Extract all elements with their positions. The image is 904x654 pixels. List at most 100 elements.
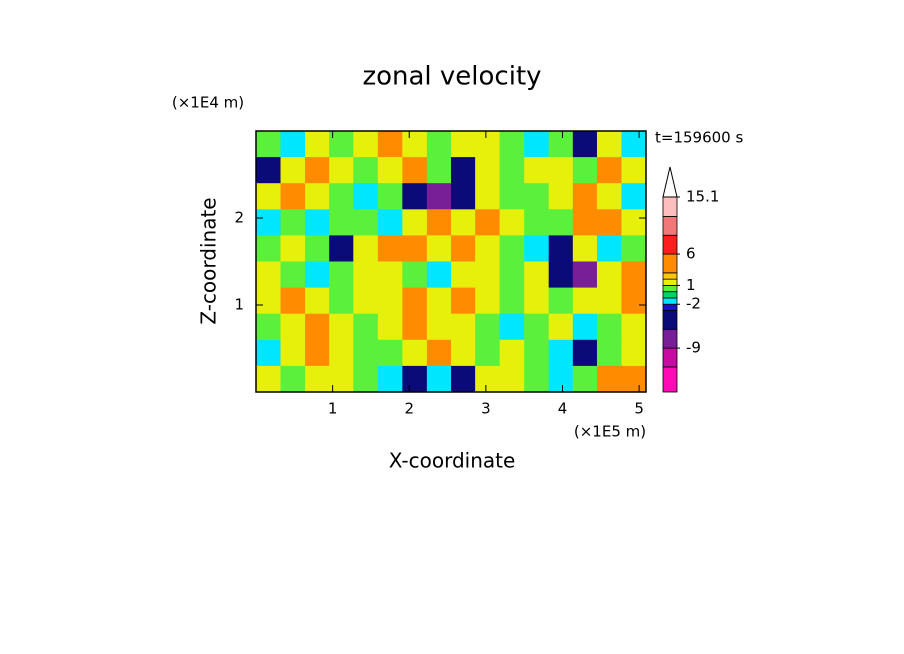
- colorbar-tick-label: 6: [686, 245, 696, 263]
- contour-cell: [377, 313, 403, 341]
- contour-cell: [451, 131, 476, 158]
- contour-cell: [329, 209, 354, 236]
- contour-cell: [499, 261, 525, 289]
- contour-cell: [280, 261, 306, 289]
- contour-cell: [256, 287, 282, 315]
- contour-cell: [524, 313, 550, 341]
- contour-cell: [256, 339, 282, 367]
- colorbar-band: [662, 297, 678, 305]
- contour-cell: [524, 157, 550, 184]
- contour-cell: [524, 235, 550, 262]
- contour-cell: [329, 261, 354, 289]
- colorbar-tick-label: 1: [686, 276, 696, 294]
- contour-cell: [451, 339, 476, 367]
- contour-cell: [572, 339, 598, 367]
- contour-cell: [596, 235, 622, 262]
- contour-cell: [256, 131, 282, 158]
- contour-cell: [280, 183, 306, 210]
- contour-cell: [499, 287, 525, 315]
- y-unit-label: (×1E4 m): [172, 94, 244, 112]
- contour-cell: [451, 209, 476, 236]
- contour-cell: [426, 131, 452, 158]
- contour-cell: [524, 209, 550, 236]
- colorbar-tick-label: -2: [686, 295, 701, 313]
- contour-cell: [426, 183, 452, 210]
- chart-title: zonal velocity: [362, 62, 541, 92]
- contour-cell: [621, 365, 647, 393]
- contour-cell: [377, 365, 403, 393]
- contour-cell: [572, 365, 598, 393]
- contour-cell: [548, 235, 574, 262]
- contour-cell: [475, 313, 501, 341]
- x-tick-label: 4: [558, 400, 568, 418]
- contour-cell: [524, 261, 550, 289]
- colorbar-band: [662, 328, 678, 349]
- contour-cell: [451, 235, 476, 262]
- contour-cell: [475, 183, 501, 210]
- contour-cell: [572, 131, 598, 158]
- contour-cell: [377, 157, 403, 184]
- contour-cell: [280, 339, 306, 367]
- contour-cell: [572, 157, 598, 184]
- contour-cell: [572, 209, 598, 236]
- colorbar-band: [662, 303, 678, 311]
- colorbar-band: [662, 253, 678, 274]
- contour-cell: [280, 235, 306, 262]
- colorbar-extension: [662, 166, 678, 198]
- contour-cell: [402, 183, 428, 210]
- contour-cell: [596, 157, 622, 184]
- contour-cell: [426, 235, 452, 262]
- contour-cell: [256, 183, 282, 210]
- contour-cell: [475, 157, 501, 184]
- contour-cell: [548, 287, 574, 315]
- contour-cell: [329, 287, 354, 315]
- contour-cell: [548, 209, 574, 236]
- colorbar-band: [662, 347, 678, 368]
- contour-cell: [402, 235, 428, 262]
- contour-cell: [305, 287, 330, 315]
- contour-cell: [621, 313, 647, 341]
- contour-cell: [499, 131, 525, 158]
- y-axis-label: Z-coordinate: [197, 197, 221, 324]
- contour-cell: [621, 287, 647, 315]
- contour-cell: [451, 157, 476, 184]
- contour-cell: [451, 261, 476, 289]
- contour-cell: [305, 365, 330, 393]
- contour-cell: [305, 339, 330, 367]
- contour-cell: [353, 209, 379, 236]
- contour-cell: [475, 339, 501, 367]
- contour-cell: [499, 339, 525, 367]
- contour-cell: [353, 157, 379, 184]
- time-annotation: t=159600 s: [655, 129, 743, 147]
- contour-cell: [499, 183, 525, 210]
- contour-cell: [524, 339, 550, 367]
- contour-cell: [329, 131, 354, 158]
- contour-cell: [524, 287, 550, 315]
- contour-cell: [305, 261, 330, 289]
- contour-cell: [475, 131, 501, 158]
- contour-cell: [329, 313, 354, 341]
- contour-cell: [280, 209, 306, 236]
- contour-cell: [329, 365, 354, 393]
- colorbar-band: [662, 310, 678, 330]
- contour-cell: [524, 365, 550, 393]
- contour-cell: [475, 365, 501, 393]
- contour-cell: [280, 365, 306, 393]
- contour-cell: [256, 261, 282, 289]
- contour-cell: [305, 235, 330, 262]
- colorbar-band: [662, 234, 678, 255]
- contour-cell: [426, 339, 452, 367]
- contour-cell: [596, 131, 622, 158]
- contour-cell: [353, 261, 379, 289]
- contour-cell: [377, 261, 403, 289]
- contour-cell: [548, 157, 574, 184]
- contour-cell: [426, 261, 452, 289]
- contour-cell: [305, 157, 330, 184]
- x-unit-label: (×1E5 m): [574, 423, 646, 441]
- contour-cell: [377, 183, 403, 210]
- contour-cell: [499, 313, 525, 341]
- contour-cell: [377, 235, 403, 262]
- contour-cell: [621, 235, 647, 262]
- contour-cell: [621, 261, 647, 289]
- contour-cell: [329, 339, 354, 367]
